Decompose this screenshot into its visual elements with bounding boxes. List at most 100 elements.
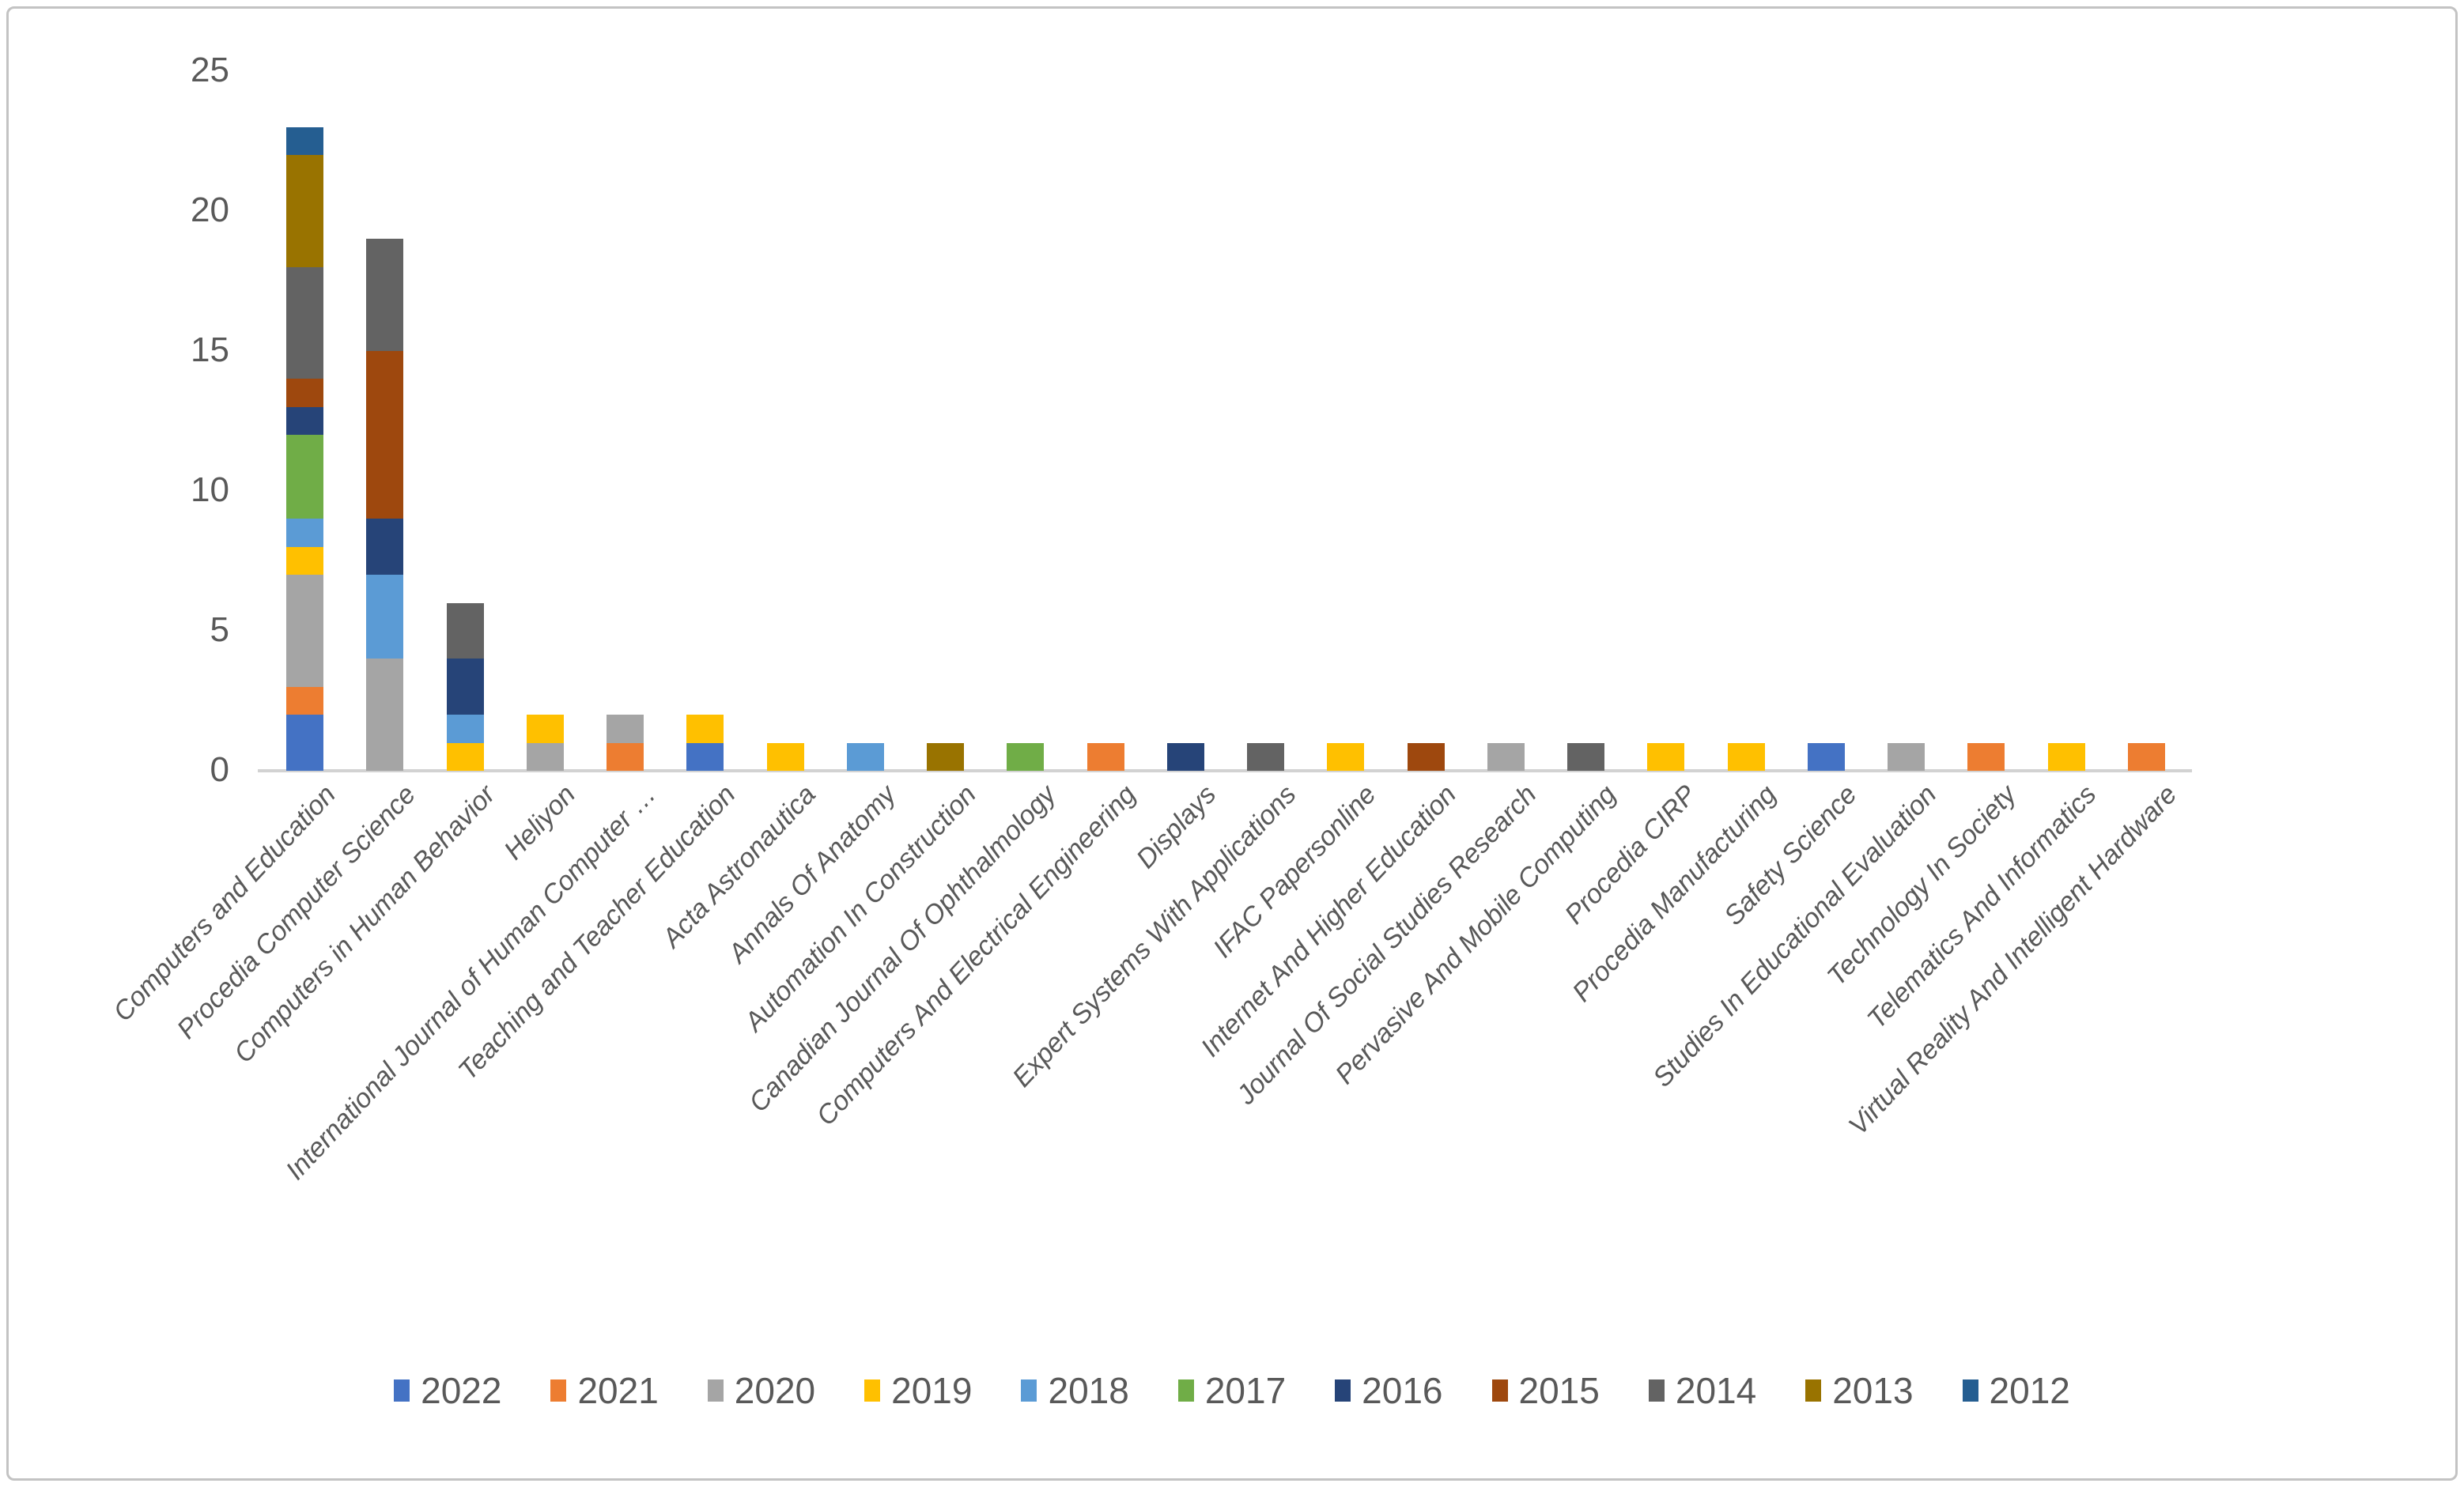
y-tick-label: 15: [191, 330, 229, 369]
stacked-bar: [366, 239, 404, 771]
bar-segment-2022: [686, 742, 724, 771]
bar-segment-2020: [526, 742, 564, 771]
legend-color-swatch: [1177, 1379, 1194, 1402]
stacked-bar: [846, 742, 884, 771]
bar-segment-2020: [366, 659, 404, 771]
bar-segment-2020: [607, 715, 644, 743]
legend-color-swatch: [707, 1379, 724, 1402]
legend-color-swatch: [1805, 1379, 1822, 1402]
bar-segment-2016: [286, 406, 324, 436]
bar-segment-2014: [1247, 742, 1285, 771]
bar-segment-2020: [1888, 742, 1925, 771]
bar-segment-2017: [1007, 742, 1045, 771]
bar-segment-2014: [446, 602, 484, 659]
bar-segment-2019: [2047, 742, 2085, 771]
legend-year-label: 2013: [1832, 1370, 1914, 1411]
legend-item-2018: 2018: [1021, 1369, 1129, 1412]
bar-segment-2014: [366, 239, 404, 352]
bar-segment-2019: [1647, 742, 1685, 771]
legend-item-2013: 2013: [1805, 1369, 1914, 1412]
bar-segment-2021: [1967, 742, 2005, 771]
stacked-bar: [1247, 742, 1285, 771]
bar-segment-2018: [366, 575, 404, 659]
legend-year-label: 2014: [1675, 1370, 1757, 1411]
bar-segment-2020: [286, 575, 324, 687]
legend-year-label: 2022: [421, 1370, 502, 1411]
stacked-bar: [1727, 742, 1765, 771]
legend-color-swatch: [1021, 1379, 1037, 1402]
bar-segment-2019: [766, 742, 804, 771]
legend-color-swatch: [1335, 1379, 1351, 1402]
legend-item-2019: 2019: [864, 1369, 972, 1412]
stacked-bar: [526, 715, 564, 771]
stacked-bar: [686, 715, 724, 771]
legend-color-swatch: [394, 1379, 410, 1402]
legend-year-label: 2012: [1989, 1370, 2070, 1411]
bar-segment-2015: [286, 379, 324, 407]
bar-segment-2013: [286, 155, 324, 267]
bar-segment-2012: [286, 126, 324, 156]
y-tick-label: 0: [210, 750, 229, 789]
y-tick-label: 10: [191, 470, 229, 509]
stacked-bar: [286, 126, 324, 771]
stacked-bar: [1166, 742, 1204, 771]
legend-item-2014: 2014: [1648, 1369, 1757, 1412]
bar-segment-2021: [1087, 742, 1124, 771]
bar-segment-2016: [1166, 742, 1204, 771]
bar-segment-2019: [286, 546, 324, 576]
stacked-bar: [927, 742, 965, 771]
bar-segment-2020: [1487, 742, 1525, 771]
bar-segment-2021: [286, 686, 324, 715]
bar-segment-2019: [526, 715, 564, 743]
y-tick-label: 25: [191, 51, 229, 89]
stacked-bar: [1807, 742, 1845, 771]
bar-segment-2022: [286, 715, 324, 771]
bar-segment-2019: [686, 715, 724, 743]
legend-year-label: 2016: [1362, 1370, 1443, 1411]
bar-segment-2016: [366, 519, 404, 576]
stacked-bar: [1647, 742, 1685, 771]
stacked-bar: [766, 742, 804, 771]
stacked-bar: [2047, 742, 2085, 771]
legend-item-2015: 2015: [1491, 1369, 1600, 1412]
legend-year-label: 2018: [1048, 1370, 1129, 1411]
legend-color-swatch: [1962, 1379, 1978, 1402]
plot-area: [265, 71, 2186, 771]
legend-color-swatch: [1491, 1379, 1508, 1402]
legend-year-label: 2020: [734, 1370, 816, 1411]
bar-segment-2015: [1407, 742, 1445, 771]
legend-item-2016: 2016: [1335, 1369, 1443, 1412]
bar-segment-2013: [927, 742, 965, 771]
bar-segment-2022: [1807, 742, 1845, 771]
legend-item-2021: 2021: [550, 1369, 659, 1412]
legend-item-2022: 2022: [394, 1369, 501, 1412]
legend-year-label: 2015: [1518, 1370, 1600, 1411]
stacked-bar: [2127, 742, 2165, 771]
stacked-bar: [1487, 742, 1525, 771]
stacked-bar: [1087, 742, 1124, 771]
bar-segment-2017: [286, 435, 324, 519]
legend: 2022 2021 2020 2019 2018 2017 2016 2015 2014 2013…: [0, 1369, 2464, 1412]
x-axis-line: [258, 769, 2192, 772]
stacked-bar: [1567, 742, 1605, 771]
bar-segment-2018: [846, 742, 884, 771]
legend-item-2020: 2020: [707, 1369, 816, 1412]
stacked-bar: [1967, 742, 2005, 771]
y-tick-label: 20: [191, 191, 229, 229]
bar-segment-2019: [1327, 742, 1365, 771]
bar-segment-2021: [2127, 742, 2165, 771]
stacked-bar: [1407, 742, 1445, 771]
bar-segment-2018: [286, 519, 324, 547]
stacked-bar: [446, 602, 484, 771]
stacked-bar: [1888, 742, 1925, 771]
bar-segment-2016: [446, 659, 484, 715]
legend-year-label: 2021: [577, 1370, 659, 1411]
bar-segment-2014: [1567, 742, 1605, 771]
stacked-bar: [607, 715, 644, 771]
stacked-bar: [1007, 742, 1045, 771]
bar-segment-2019: [446, 742, 484, 771]
figure-border: [6, 6, 2458, 1481]
bar-segment-2021: [607, 742, 644, 771]
legend-year-label: 2019: [891, 1370, 973, 1411]
stacked-bar: [1327, 742, 1365, 771]
